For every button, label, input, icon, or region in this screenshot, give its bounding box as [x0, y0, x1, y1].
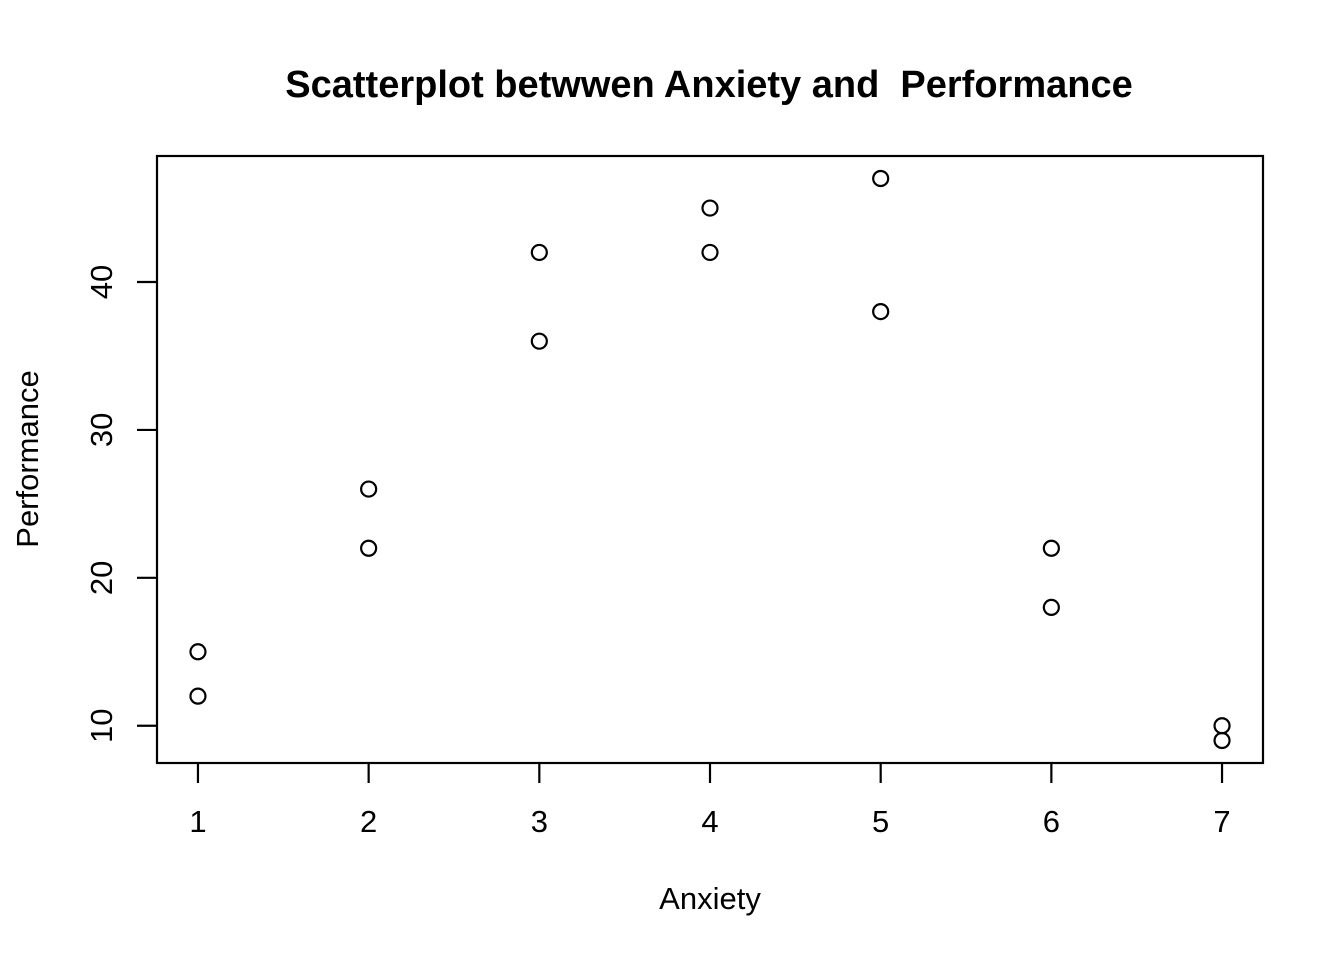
data-point [360, 480, 378, 498]
plot-frame [155, 154, 1265, 765]
data-point [360, 539, 378, 557]
data-point [1042, 539, 1060, 557]
data-point [701, 199, 719, 217]
y-axis-title: Performance [10, 370, 45, 547]
x-tick-label: 4 [701, 804, 718, 839]
y-tick-label: 30 [84, 413, 119, 447]
x-tick-label: 3 [531, 804, 548, 839]
x-axis-title: Anxiety [659, 881, 761, 916]
y-tick-label: 10 [84, 708, 119, 742]
x-tick-label: 7 [1213, 804, 1230, 839]
data-point [1213, 731, 1231, 750]
data-point [701, 243, 719, 262]
data-point [872, 302, 890, 321]
data-point [530, 332, 548, 350]
x-tick-label: 2 [360, 804, 377, 839]
data-point [872, 169, 890, 188]
chart-title: Scatterplot betwwen Anxiety and Performa… [285, 64, 1132, 106]
x-tick-label: 1 [189, 804, 206, 839]
data-point [530, 243, 548, 262]
data-point [1042, 598, 1060, 617]
y-tick-label: 40 [84, 265, 119, 299]
y-tick-label: 20 [84, 561, 119, 595]
axis-ticks-layer: 1 2 3 4 5 6 7 10 20 30 40 [84, 265, 1231, 839]
data-point [189, 687, 207, 705]
x-tick-label: 6 [1043, 804, 1060, 839]
data-point [189, 643, 207, 661]
data-point [1213, 717, 1231, 735]
data-points-layer [189, 169, 1231, 750]
x-tick-label: 5 [872, 804, 889, 839]
